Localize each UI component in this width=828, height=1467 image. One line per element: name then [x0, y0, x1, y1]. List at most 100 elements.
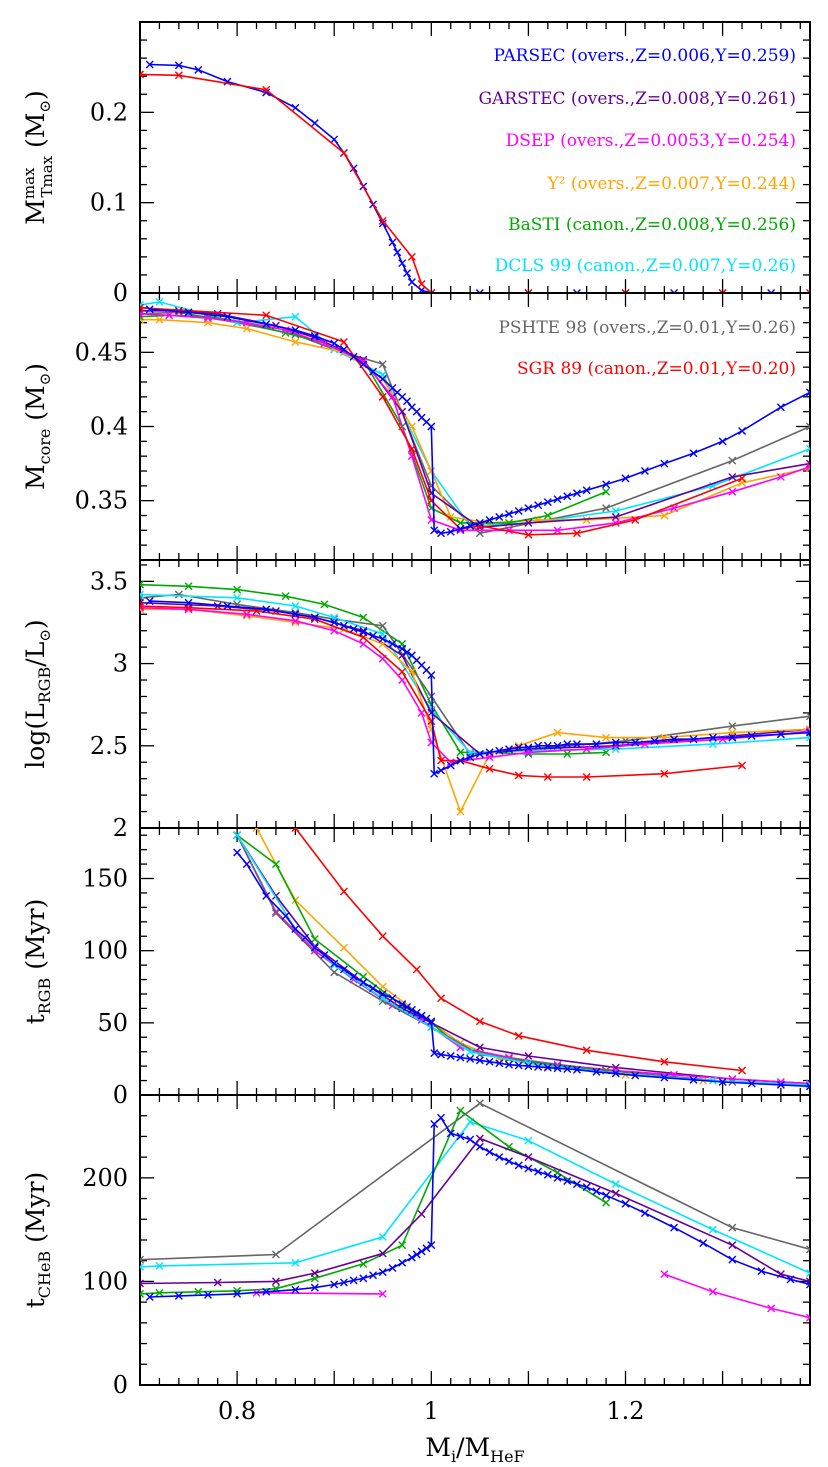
data-point — [145, 597, 154, 606]
data-point — [349, 972, 358, 981]
data-point — [776, 1080, 785, 1089]
data-point — [466, 1047, 475, 1056]
data-point — [631, 515, 640, 524]
data-point — [412, 1008, 421, 1017]
data-point — [806, 462, 810, 471]
x-axis: 0.8 1 1.2 Mi/MHeF — [218, 1397, 645, 1466]
series-line-y2 — [140, 608, 810, 814]
data-point — [339, 943, 348, 952]
data-point — [223, 312, 232, 321]
legend-entry: PSHTE 98 (overs.,Z=0.01,Y=0.26) — [498, 318, 796, 338]
data-point — [145, 60, 154, 69]
y-axis-label: Mcore (M⊙) — [21, 363, 54, 490]
data-point — [388, 994, 397, 1003]
data-point — [524, 1062, 533, 1071]
y-tick-label: 0.4 — [90, 413, 128, 441]
data-point — [689, 1075, 698, 1084]
data-point — [388, 1263, 397, 1272]
data-point — [378, 1249, 387, 1258]
y-axis-label: tCHeB (Myr) — [21, 1172, 54, 1309]
y-tick-label: 0.2 — [90, 98, 128, 126]
data-point — [806, 728, 810, 737]
data-point — [806, 422, 810, 431]
series-line-dsep — [256, 1292, 383, 1295]
data-point — [543, 511, 552, 520]
data-point — [495, 746, 504, 755]
data-point — [291, 610, 300, 619]
data-point — [456, 524, 465, 533]
data-point — [553, 728, 562, 737]
data-point — [728, 733, 737, 742]
series-line-parsec — [149, 1116, 810, 1298]
data-point — [806, 1080, 810, 1089]
data-point — [776, 472, 785, 481]
data-point — [582, 1046, 591, 1055]
data-point — [233, 848, 242, 857]
data-point — [553, 1173, 562, 1182]
data-point — [281, 592, 290, 601]
data-point — [339, 345, 348, 354]
data-point — [806, 1245, 810, 1254]
data-point — [553, 741, 562, 750]
data-point — [456, 748, 465, 757]
data-point — [631, 738, 640, 747]
data-point — [466, 521, 475, 530]
series-line-basti — [140, 314, 607, 524]
data-point — [407, 278, 416, 287]
data-point — [291, 337, 300, 346]
data-point — [262, 1287, 271, 1296]
data-point — [446, 527, 455, 536]
panel-logl: 2 2.5 3 3.5 log(LRGB/L⊙) — [21, 559, 811, 842]
data-point — [446, 1052, 455, 1061]
data-point — [339, 1278, 348, 1287]
data-point — [281, 912, 290, 921]
data-point — [446, 1129, 455, 1138]
data-point — [155, 315, 164, 324]
data-point — [718, 289, 727, 293]
data-point — [514, 1031, 523, 1040]
data-point — [524, 289, 533, 293]
legend-entry: BaSTI (canon.,Z=0.008,Y=0.256) — [508, 215, 796, 235]
data-point — [806, 1280, 810, 1289]
data-point — [252, 828, 261, 832]
data-point — [514, 1061, 523, 1070]
chart-legend: PARSEC (overs.,Z=0.006,Y=0.259) GARSTEC (… — [478, 46, 796, 379]
data-point — [738, 761, 747, 770]
data-point — [427, 289, 436, 293]
data-point — [330, 339, 339, 348]
data-point — [806, 1269, 810, 1278]
data-point — [592, 1187, 601, 1196]
data-point — [689, 735, 698, 744]
data-point — [378, 219, 387, 228]
data-point — [388, 238, 397, 247]
data-point — [330, 618, 339, 627]
data-point — [475, 750, 484, 759]
data-point — [534, 1167, 543, 1176]
y-tick-label: 150 — [82, 865, 128, 893]
data-point — [708, 740, 717, 749]
data-point — [378, 360, 387, 369]
data-point — [475, 1017, 484, 1026]
data-point — [398, 259, 407, 268]
data-point — [140, 303, 144, 312]
data-point — [582, 486, 591, 495]
legend-entry: DCLS 99 (canon.,Z=0.007,Y=0.26) — [495, 256, 796, 276]
series-line-y2 — [140, 318, 810, 524]
data-point — [233, 1289, 242, 1298]
data-point — [466, 753, 475, 762]
data-point — [140, 309, 144, 318]
data-point — [378, 216, 387, 225]
series-group — [233, 828, 810, 1091]
data-point — [524, 1136, 533, 1145]
data-point — [738, 1066, 747, 1075]
data-point — [407, 1005, 416, 1014]
data-point — [330, 959, 339, 968]
y-tick-label: 0.35 — [75, 487, 128, 515]
data-point — [466, 1054, 475, 1063]
data-point — [728, 1255, 737, 1264]
series-line-garstec — [140, 1137, 810, 1285]
data-point — [524, 504, 533, 513]
data-point — [403, 1002, 412, 1011]
y-tick-label: 0 — [113, 279, 128, 307]
data-point — [422, 1014, 431, 1023]
